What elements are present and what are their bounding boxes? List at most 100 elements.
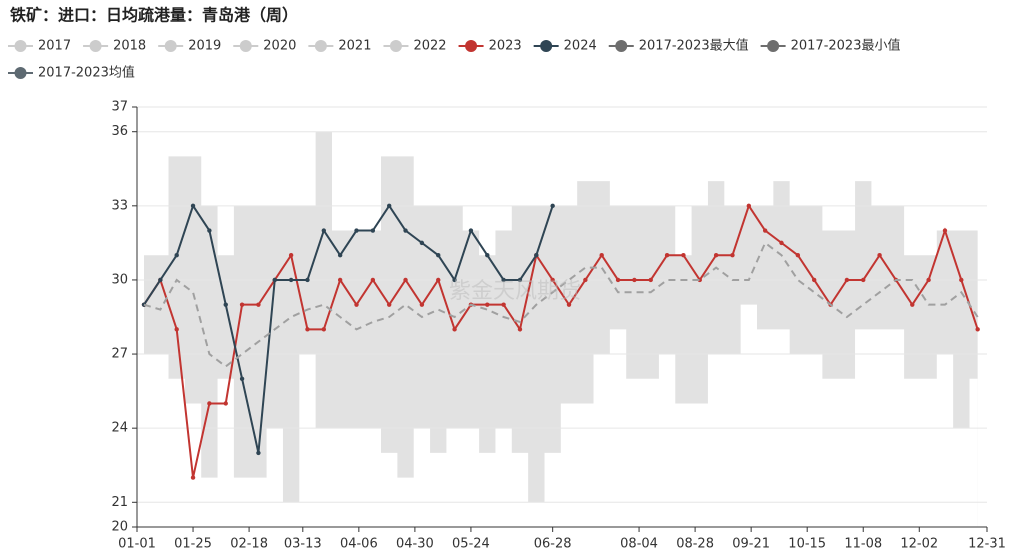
chart-title: 铁矿：进口：日均疏港量：青岛港（周） — [10, 6, 298, 25]
point — [910, 302, 915, 307]
point — [256, 450, 261, 456]
point — [403, 277, 408, 283]
point — [419, 240, 425, 246]
point — [239, 302, 245, 307]
point — [207, 401, 212, 406]
point — [746, 203, 752, 209]
point — [648, 277, 653, 283]
point — [485, 302, 490, 307]
legend-label: 2019 — [188, 39, 221, 54]
point — [681, 253, 686, 258]
y-tick-label: 21 — [111, 495, 128, 510]
legend-item[interactable]: 2018 — [83, 39, 146, 54]
point — [550, 203, 555, 209]
legend-item[interactable]: 2021 — [308, 39, 371, 54]
x-tick-label: 06-28 — [534, 537, 572, 552]
legend-symbol — [615, 40, 628, 52]
legend-label: 2021 — [338, 39, 371, 54]
x-tick-label: 12-02 — [900, 537, 938, 552]
point — [386, 203, 392, 209]
point — [190, 475, 196, 480]
legend-item[interactable]: 2023 — [458, 39, 522, 54]
legend-label: 2017-2023均值 — [38, 65, 135, 81]
legend-label: 2018 — [113, 39, 146, 54]
legend-symbol — [164, 40, 177, 52]
point — [779, 240, 784, 246]
point — [517, 327, 523, 332]
point — [468, 228, 474, 233]
band-area — [144, 304, 978, 527]
legend-item[interactable]: 2017-2023最小值 — [760, 38, 901, 54]
point — [190, 203, 196, 209]
x-tick-label: 01-01 — [118, 537, 156, 552]
point — [321, 228, 327, 233]
y-tick-label: 30 — [111, 272, 128, 287]
legend-item[interactable]: 2017-2023均值 — [8, 65, 135, 81]
point — [762, 228, 768, 233]
legend-label: 2017-2023最小值 — [791, 38, 901, 54]
point — [354, 228, 359, 233]
point — [599, 253, 604, 258]
point — [942, 228, 948, 233]
legend-label: 2022 — [413, 39, 446, 54]
point — [566, 302, 572, 307]
legend-item[interactable]: 2017 — [8, 39, 71, 54]
x-tick-label: 10-15 — [788, 537, 826, 552]
point — [272, 277, 277, 283]
point — [452, 277, 457, 283]
legend-item[interactable]: 2024 — [533, 39, 597, 54]
point — [207, 228, 212, 233]
point — [877, 253, 882, 258]
point — [256, 302, 261, 307]
point — [975, 327, 980, 332]
point — [354, 302, 359, 307]
point — [615, 277, 621, 283]
point — [861, 277, 866, 283]
point — [321, 327, 327, 332]
point — [795, 253, 801, 258]
point — [386, 302, 392, 307]
x-tick-label: 04-30 — [396, 537, 434, 552]
point — [223, 302, 228, 307]
point — [223, 401, 228, 406]
x-tick-label: 04-06 — [340, 537, 378, 552]
point — [370, 277, 376, 283]
y-tick-label: 20 — [111, 520, 128, 535]
legend-item[interactable]: 2022 — [383, 39, 447, 54]
x-tick-label: 11-08 — [844, 537, 882, 552]
point — [664, 253, 670, 258]
x-tick-label: 01-25 — [174, 537, 212, 552]
legend-symbol — [767, 40, 780, 52]
series-line — [143, 203, 979, 478]
point — [337, 253, 343, 258]
y-tick-label: 33 — [111, 198, 128, 213]
legend-symbol — [540, 40, 553, 52]
legend-symbol — [239, 40, 252, 52]
series-line — [143, 241, 979, 368]
legend-symbol — [14, 67, 27, 79]
point — [436, 277, 441, 283]
point — [697, 277, 702, 283]
x-tick-label: 03-13 — [284, 537, 322, 552]
point — [550, 277, 555, 283]
point — [419, 302, 425, 307]
y-tick-label: 37 — [111, 100, 128, 115]
point — [174, 253, 179, 258]
legend-label: 2017-2023最大值 — [639, 38, 749, 54]
y-tick-label: 36 — [111, 124, 128, 139]
legend-item[interactable]: 2017-2023最大值 — [608, 38, 749, 54]
point — [959, 277, 964, 283]
point — [485, 253, 490, 258]
point — [305, 277, 310, 283]
watermark: 紫金天风期货 — [449, 279, 581, 304]
point — [926, 277, 931, 283]
point — [501, 277, 506, 283]
point — [436, 253, 441, 258]
y-tick-label: 27 — [111, 347, 128, 362]
point — [501, 302, 506, 307]
legend-item[interactable]: 2020 — [233, 39, 296, 54]
legend-item[interactable]: 2019 — [158, 39, 221, 54]
point — [403, 228, 408, 233]
legend-symbol — [465, 40, 478, 52]
